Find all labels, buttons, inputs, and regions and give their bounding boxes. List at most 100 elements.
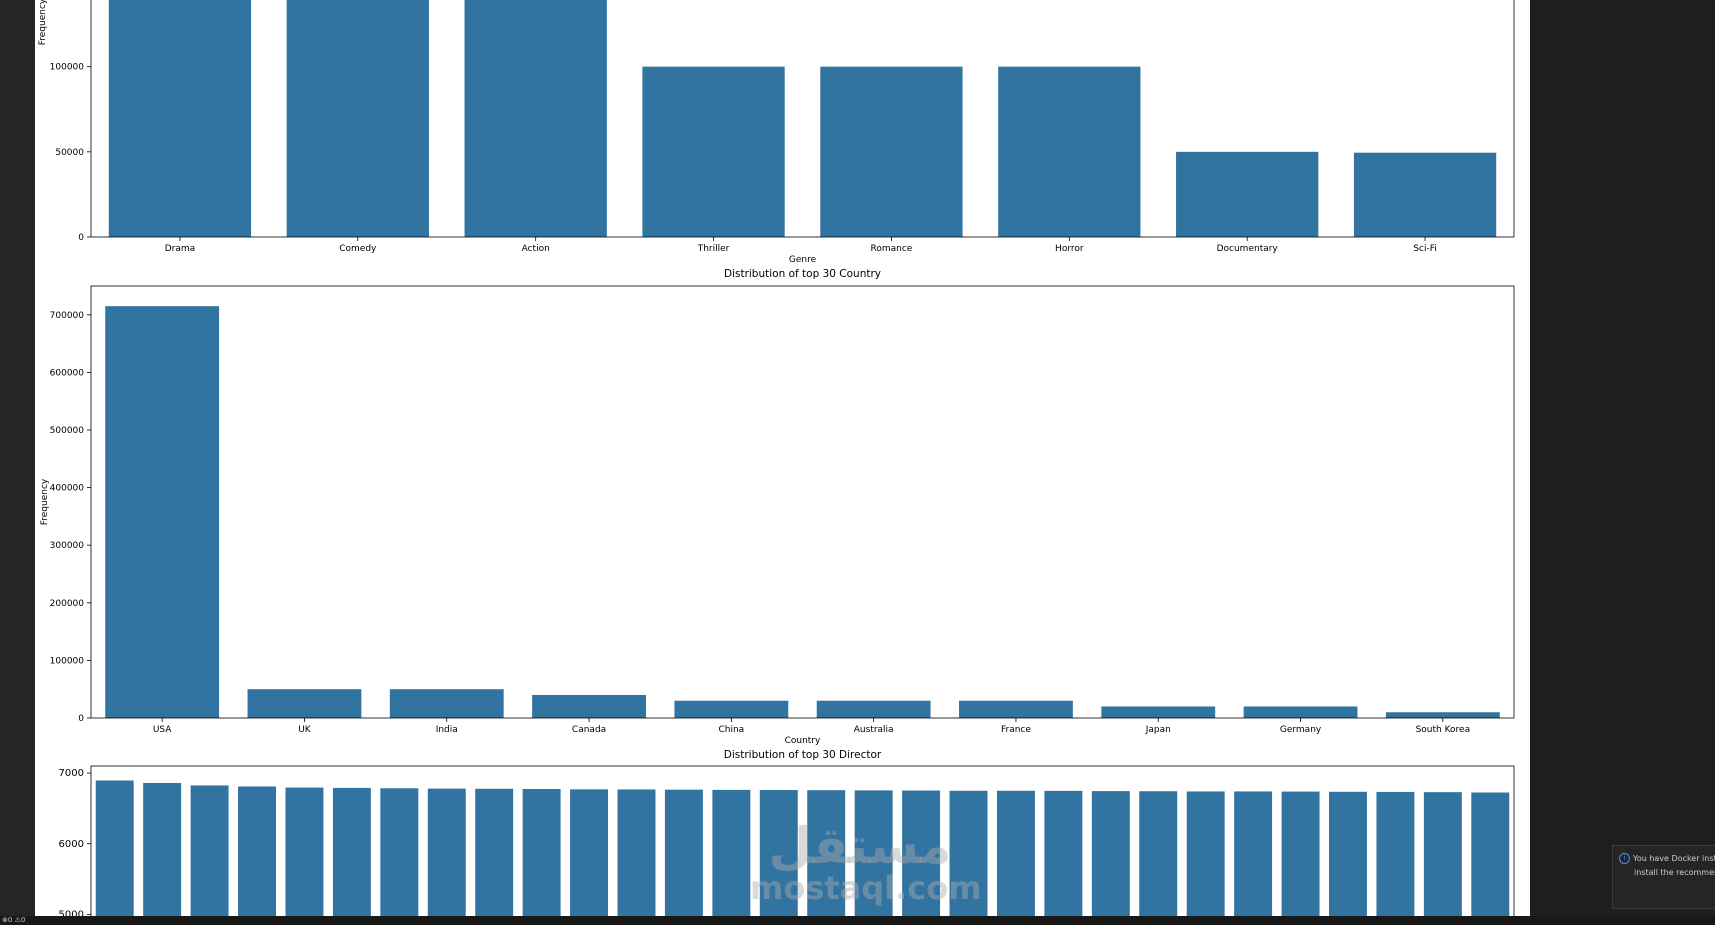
chart3-bar-23 xyxy=(1139,791,1178,916)
chart1-xtick-label-thriller: Thriller xyxy=(697,244,730,254)
chart3-bar-30 xyxy=(1471,792,1510,916)
chart3-bar-29 xyxy=(1423,792,1462,916)
info-icon: i xyxy=(1619,853,1630,864)
chart1-xtick-label-romance: Romance xyxy=(871,244,913,254)
chart2-xtick-label-uk: UK xyxy=(298,725,312,735)
chart1-ylabel: Frequency xyxy=(38,0,48,45)
chart1-ytick-label-0: 0 xyxy=(78,233,84,243)
chart3-bar-24 xyxy=(1186,791,1225,916)
chart1-xtick-label-sci-fi: Sci-Fi xyxy=(1413,244,1436,254)
chart3-bar-5 xyxy=(285,787,324,916)
chart2-bar-canada xyxy=(532,694,646,718)
editor-left-gutter xyxy=(0,0,35,916)
chart3-bar-28 xyxy=(1376,791,1415,916)
chart2-bar-germany xyxy=(1243,706,1358,718)
chart3-bar-12 xyxy=(617,789,656,916)
chart3-bar-10 xyxy=(522,788,561,916)
chart3-bar-18 xyxy=(902,790,941,916)
chart2-xlabel: Country xyxy=(785,736,821,746)
problems-count: 0 xyxy=(7,916,13,924)
problems-indicator[interactable]: ⊗0 ⚠0 xyxy=(2,916,26,924)
notification-text-line1: You have Docker installe xyxy=(1633,854,1715,863)
chart1-xtick-label-documentary: Documentary xyxy=(1217,244,1279,254)
chart2-xtick-label-france: France xyxy=(1001,725,1031,735)
chart2-xtick-label-japan: Japan xyxy=(1145,725,1171,735)
chart3-ytick-label-6000: 6000 xyxy=(59,839,84,850)
notebook-output-panel: 0 50000 100000 Drama Comedy Action Thriller Rom… xyxy=(35,0,1530,916)
chart1-xtick-label-horror: Horror xyxy=(1055,244,1084,254)
chart3-bar-26 xyxy=(1281,791,1320,916)
chart1-bar-sci-fi xyxy=(1353,152,1497,237)
chart3-bar-27 xyxy=(1329,791,1367,916)
chart2-ytick-label-600000: 600000 xyxy=(50,368,85,378)
chart2-ytick-label-100000: 100000 xyxy=(50,656,85,666)
status-bar: ⊗0 ⚠0 xyxy=(0,916,1715,925)
chart1-bar-documentary xyxy=(1176,151,1319,237)
chart2-title: Distribution of top 30 Country xyxy=(724,268,881,280)
chart2-xtick-label-india: India xyxy=(436,725,458,735)
chart3-title: Distribution of top 30 Director xyxy=(724,749,882,761)
chart1-xtick-label-comedy: Comedy xyxy=(339,244,377,254)
chart2-ylabel: Frequency xyxy=(40,478,50,525)
chart2-axes-frame xyxy=(90,285,1515,719)
chart3-bar-2 xyxy=(143,782,182,916)
notification-text-line2: install the recommende xyxy=(1634,868,1715,877)
chart2-bar-china xyxy=(674,700,789,718)
chart2-xtick-label-south-korea: South Korea xyxy=(1416,725,1471,735)
chart2-bar-usa xyxy=(105,306,220,718)
chart1-ytick-label-50000: 50000 xyxy=(55,148,84,158)
chart1-bar-action xyxy=(464,0,607,238)
chart3-bar-6 xyxy=(332,787,371,916)
chart2-bar-uk xyxy=(247,689,362,718)
editor-right-area xyxy=(1530,0,1715,916)
chart2-xtick-label-usa: USA xyxy=(153,725,172,735)
chart1-bar-drama xyxy=(108,0,252,238)
chart3-bar-13 xyxy=(664,789,703,916)
chart2-ytick-label-0: 0 xyxy=(78,714,84,724)
chart3-ytick-label-5000: 5000 xyxy=(59,909,84,916)
chart2-xtick-label-germany: Germany xyxy=(1280,725,1322,735)
chart2-bar-south-korea xyxy=(1385,712,1500,718)
chart2-xtick-label-china: China xyxy=(718,725,744,735)
chart2-xtick-label-australia: Australia xyxy=(854,725,894,735)
chart1-xtick-label-action: Action xyxy=(522,244,550,254)
chart1-xlabel: Genre xyxy=(789,255,817,265)
chart2-bar-japan xyxy=(1101,706,1216,718)
chart1-bar-romance xyxy=(820,66,963,237)
chart2-ytick-label-300000: 300000 xyxy=(50,541,85,551)
chart1-bar-comedy xyxy=(286,0,429,238)
chart3-bar-7 xyxy=(380,788,419,916)
chart3-bar-17 xyxy=(854,790,893,916)
chart3-axes-frame xyxy=(90,765,1515,916)
chart3-ytick-label-7000: 7000 xyxy=(59,768,84,779)
chart3-bar-20 xyxy=(996,790,1035,916)
chart3-bar-4 xyxy=(238,786,276,916)
chart1-bar-horror xyxy=(998,66,1141,237)
chart2-ytick-label-500000: 500000 xyxy=(50,426,85,436)
chart3-bar-8 xyxy=(427,788,466,916)
chart3-bar-1 xyxy=(95,780,134,916)
chart3-bar-14 xyxy=(712,789,751,916)
warnings-count: 0 xyxy=(20,916,26,924)
chart1-xtick-label-drama: Drama xyxy=(165,244,195,254)
chart3-bar-22 xyxy=(1091,791,1130,916)
chart3-bar-3 xyxy=(190,785,229,916)
chart3-bar-25 xyxy=(1234,791,1273,916)
chart3-bar-19 xyxy=(949,790,988,916)
chart3-bar-16 xyxy=(807,790,846,916)
chart3-bar-15 xyxy=(759,790,798,916)
chart2-xtick-label-canada: Canada xyxy=(572,725,606,735)
chart2-ytick-label-200000: 200000 xyxy=(50,599,85,609)
chart3-bar-21 xyxy=(1044,790,1083,916)
chart2-ytick-label-700000: 700000 xyxy=(50,311,85,321)
chart2-bar-india xyxy=(389,689,504,718)
chart1-bar-thriller xyxy=(642,66,785,237)
chart3-bar-9 xyxy=(475,788,514,916)
chart2-bar-france xyxy=(959,700,1073,718)
chart3-bar-11 xyxy=(570,789,609,916)
chart1-axes-frame xyxy=(90,0,1515,238)
chart2-bar-australia xyxy=(816,700,931,718)
chart1-ytick-label-100000: 100000 xyxy=(50,63,85,73)
